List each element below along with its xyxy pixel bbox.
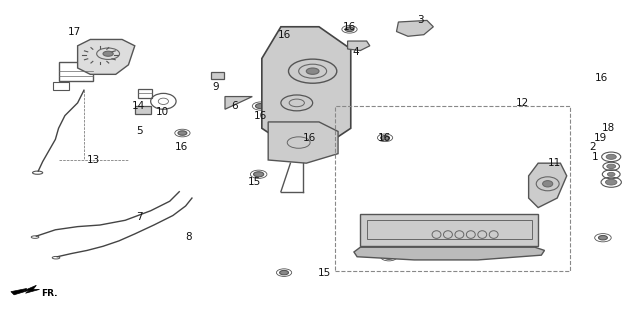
Text: 15: 15	[318, 268, 330, 278]
Bar	[367, 220, 532, 239]
Text: 3: 3	[417, 15, 424, 25]
Ellipse shape	[178, 131, 187, 135]
Polygon shape	[262, 27, 351, 141]
Bar	[138, 89, 152, 98]
Text: 4: 4	[353, 47, 359, 57]
Polygon shape	[396, 20, 433, 36]
Bar	[211, 72, 224, 79]
Text: 6: 6	[231, 101, 238, 111]
Bar	[335, 106, 570, 271]
Text: 10: 10	[156, 108, 168, 117]
Text: 15: 15	[248, 177, 261, 187]
Text: 11: 11	[547, 158, 561, 168]
Text: 16: 16	[278, 30, 291, 40]
Ellipse shape	[103, 51, 113, 56]
Polygon shape	[529, 163, 567, 208]
Ellipse shape	[542, 180, 553, 187]
Polygon shape	[348, 41, 370, 51]
Polygon shape	[78, 39, 135, 74]
Text: 16: 16	[175, 142, 188, 152]
Text: 19: 19	[594, 133, 607, 143]
Text: 1: 1	[592, 152, 598, 162]
Ellipse shape	[381, 136, 390, 140]
Text: 16: 16	[303, 133, 316, 143]
Bar	[54, 82, 70, 90]
Text: 16: 16	[343, 22, 356, 32]
Polygon shape	[354, 247, 544, 260]
Ellipse shape	[345, 27, 354, 32]
Text: 16: 16	[254, 111, 267, 121]
Text: 18: 18	[602, 123, 614, 133]
Ellipse shape	[255, 104, 265, 108]
Bar	[135, 106, 151, 114]
Ellipse shape	[598, 236, 607, 240]
Ellipse shape	[253, 172, 263, 177]
Ellipse shape	[607, 164, 616, 169]
Text: FR.: FR.	[41, 289, 58, 298]
Text: 2: 2	[589, 142, 595, 152]
Ellipse shape	[605, 179, 617, 185]
Bar	[59, 62, 94, 81]
Bar	[360, 214, 538, 246]
Text: 5: 5	[137, 126, 143, 136]
Polygon shape	[11, 285, 40, 295]
Text: 8: 8	[186, 232, 192, 242]
Text: 16: 16	[378, 133, 391, 143]
Ellipse shape	[384, 254, 394, 259]
Text: 17: 17	[68, 27, 81, 36]
Text: 16: 16	[595, 73, 608, 83]
Text: 7: 7	[137, 212, 143, 222]
Ellipse shape	[279, 270, 288, 275]
Ellipse shape	[606, 154, 616, 159]
Ellipse shape	[306, 68, 319, 74]
Polygon shape	[268, 122, 338, 163]
Text: 9: 9	[213, 82, 219, 92]
Polygon shape	[225, 97, 252, 109]
Text: 14: 14	[131, 101, 145, 111]
Ellipse shape	[607, 172, 615, 176]
Text: 13: 13	[87, 155, 100, 165]
Text: 12: 12	[516, 98, 529, 108]
